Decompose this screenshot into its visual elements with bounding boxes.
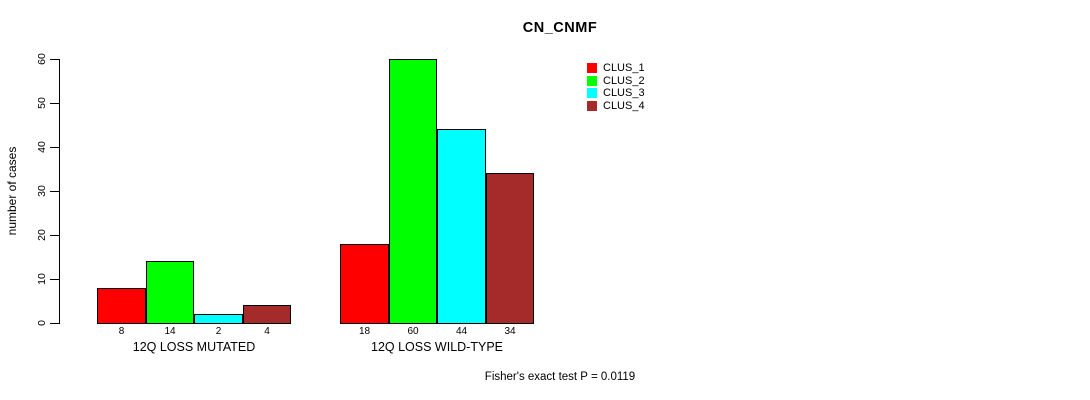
- y-tick: [50, 103, 59, 104]
- bar-value-label: 18: [358, 326, 371, 337]
- y-axis-line: [59, 59, 60, 324]
- y-tick: [50, 323, 59, 324]
- y-tick-label: 20: [36, 229, 48, 241]
- legend-item: CLUS_4: [587, 100, 645, 113]
- bar-clus-2-group1: [146, 261, 194, 324]
- y-tick-label: 30: [36, 185, 48, 197]
- y-tick: [50, 279, 59, 280]
- legend-swatch: [587, 88, 597, 99]
- bar-clus-4-group1: [243, 305, 291, 324]
- y-tick: [50, 59, 59, 60]
- legend-swatch: [587, 63, 597, 74]
- bar-value-label: 2: [215, 326, 222, 337]
- legend-item: CLUS_3: [587, 87, 645, 100]
- legend-label: CLUS_2: [603, 74, 645, 87]
- y-tick: [50, 147, 59, 148]
- bar-value-label: 44: [455, 326, 468, 337]
- bar-value-label: 34: [504, 326, 516, 337]
- legend-item: CLUS_2: [587, 75, 645, 88]
- y-tick-label: 40: [36, 141, 48, 153]
- bar-clus-4-group2: [486, 173, 534, 324]
- fisher-test-annotation: Fisher's exact test P = 0.0119: [484, 371, 636, 383]
- legend-item: CLUS_1: [587, 62, 645, 75]
- bar-clus-3-group2: [437, 129, 486, 324]
- bar-value-label: 8: [118, 326, 125, 337]
- y-tick: [50, 235, 59, 236]
- y-tick: [50, 191, 59, 192]
- legend: CLUS_1 CLUS_2 CLUS_3 CLUS_4: [587, 62, 645, 112]
- bar-value-label: 60: [407, 326, 419, 337]
- bar-value-label: 14: [164, 326, 176, 337]
- legend-label: CLUS_4: [603, 99, 645, 112]
- legend-label: CLUS_3: [603, 87, 645, 99]
- y-axis-label: number of cases: [5, 146, 19, 236]
- bar-value-label: 4: [264, 326, 270, 337]
- y-tick-label: 0: [36, 320, 48, 326]
- x-category-label: 12Q LOSS MUTATED: [132, 340, 256, 354]
- chart-title: CN_CNMF: [522, 20, 598, 36]
- y-tick-label: 10: [36, 273, 48, 285]
- x-category-label: 12Q LOSS WILD-TYPE: [371, 340, 503, 354]
- bar-clus-2-group2: [389, 59, 437, 324]
- y-tick-label: 50: [36, 97, 48, 109]
- legend-swatch: [587, 75, 597, 86]
- y-tick-label: 60: [36, 53, 48, 65]
- bar-clus-3-group1: [194, 314, 243, 324]
- bar-clus-1-group2: [340, 244, 389, 324]
- legend-label: CLUS_1: [603, 62, 645, 74]
- bar-clus-1-group1: [97, 288, 146, 324]
- legend-swatch: [587, 100, 597, 111]
